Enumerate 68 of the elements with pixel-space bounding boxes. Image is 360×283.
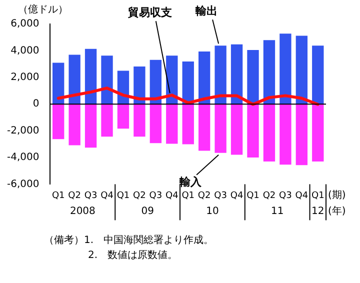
x-tick-label: Q3 bbox=[149, 190, 162, 201]
bar bbox=[198, 104, 210, 151]
bar bbox=[101, 104, 113, 137]
x-tick-label: Q4 bbox=[295, 190, 308, 201]
x-tick-label: Q1 bbox=[246, 190, 260, 201]
x-tick-label: Q2 bbox=[198, 190, 211, 201]
x-tick-label: Q3 bbox=[279, 190, 292, 201]
y-tick-label: 6,000 bbox=[10, 18, 40, 30]
bar bbox=[68, 104, 80, 146]
bar bbox=[214, 46, 226, 104]
text: (期) bbox=[328, 188, 346, 201]
bar bbox=[84, 104, 97, 148]
bar bbox=[280, 34, 292, 104]
bar bbox=[263, 104, 276, 162]
x-tick-label: Q4 bbox=[230, 190, 244, 201]
bar bbox=[84, 48, 97, 104]
x-tick-label: Q1 bbox=[116, 190, 130, 201]
x-tick-label: Q4 bbox=[100, 190, 114, 201]
x-tick-label: Q2 bbox=[262, 190, 276, 201]
bar bbox=[182, 104, 194, 144]
bar bbox=[52, 104, 64, 140]
bar bbox=[280, 104, 292, 165]
bar bbox=[263, 40, 276, 104]
bar bbox=[214, 104, 226, 153]
y-axis-title: （億ドル） bbox=[18, 4, 68, 16]
x-tick-label: Q3 bbox=[214, 190, 227, 201]
text: 10 bbox=[206, 206, 219, 217]
text: 輸出 bbox=[194, 4, 218, 18]
bar bbox=[247, 50, 259, 104]
x-tick-label: Q1 bbox=[182, 190, 195, 201]
bar bbox=[52, 62, 64, 104]
bar bbox=[312, 46, 324, 104]
text: （備考）1. 中国海関総署より作成。 bbox=[44, 234, 214, 246]
bar bbox=[150, 60, 162, 104]
text: 12 bbox=[312, 206, 324, 217]
text: 09 bbox=[141, 206, 154, 217]
text: 2. 数値は原数値。 bbox=[88, 248, 178, 261]
x-tick-label: Q2 bbox=[133, 190, 146, 201]
y-tick-label: 0 bbox=[32, 98, 40, 110]
x-tick-label: Q4 bbox=[165, 190, 179, 201]
bar bbox=[230, 104, 243, 155]
bar bbox=[101, 56, 113, 104]
text: 2008 bbox=[70, 206, 96, 217]
text: 輸入 bbox=[178, 176, 203, 189]
bar bbox=[68, 54, 80, 104]
bar bbox=[182, 62, 194, 104]
text: 11 bbox=[270, 206, 284, 217]
x-tick-label: Q3 bbox=[84, 190, 98, 201]
x-tick-label: Q1 bbox=[52, 190, 65, 201]
x-tick-label: Q2 bbox=[68, 190, 81, 201]
y-tick-label: -2,000 bbox=[6, 125, 40, 136]
bar bbox=[312, 104, 324, 162]
bar bbox=[150, 104, 162, 144]
x-tick-label: Q1 bbox=[311, 190, 324, 201]
y-tick-label: -4,000 bbox=[6, 152, 40, 164]
text: (年) bbox=[328, 204, 346, 217]
bar bbox=[198, 52, 210, 104]
y-tick-label: 2,000 bbox=[10, 72, 40, 83]
y-tick-label: 4,000 bbox=[10, 45, 40, 56]
text: 貿易収支 bbox=[126, 6, 172, 20]
bar bbox=[296, 36, 308, 104]
bar bbox=[296, 104, 308, 166]
bar bbox=[247, 104, 259, 158]
bar bbox=[230, 44, 243, 104]
bar bbox=[166, 104, 178, 144]
bar bbox=[117, 104, 130, 129]
bar bbox=[134, 104, 146, 137]
y-tick-label: -6,000 bbox=[6, 178, 40, 190]
